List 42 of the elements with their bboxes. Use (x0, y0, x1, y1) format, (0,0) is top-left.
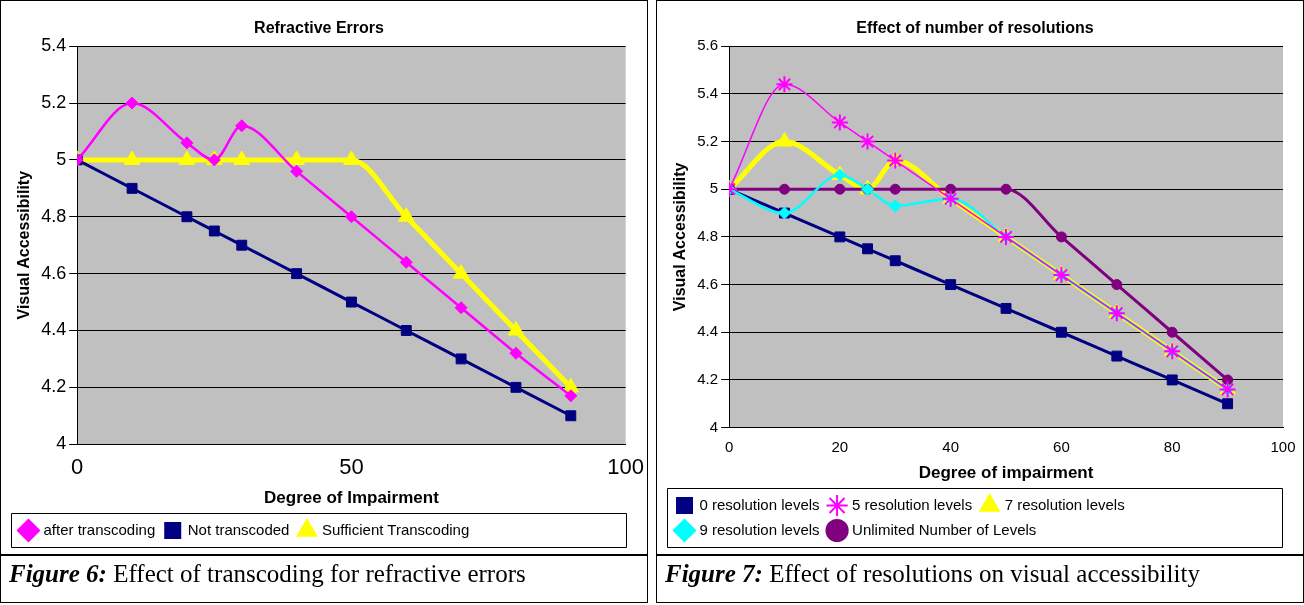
y-tick-label: 5 (56, 148, 67, 169)
x-tick-label: 40 (942, 437, 959, 455)
legend-label: 0 resolution levels (699, 495, 820, 513)
legend-label: 7 resolution levels (1004, 495, 1125, 513)
y-tick-label: 5.2 (41, 92, 67, 113)
caption: Figure 7: Effect of resolutions on visual accessibility (657, 554, 1303, 592)
x-axis-title: Degree of Impairment (264, 488, 440, 508)
x-tick-label: 0 (71, 454, 84, 480)
x-tick-label: 100 (1270, 437, 1296, 455)
x-tick-label: 60 (1053, 437, 1070, 455)
x-axis-title: Degree of impairment (918, 463, 1094, 483)
y-tick-label: 4 (709, 417, 719, 435)
y-tick-label: 5.2 (697, 131, 719, 149)
legend-label: 9 resolution levels (699, 520, 820, 538)
caption: Figure 6: Effect of transcoding for refractive errors (1, 554, 647, 592)
y-tick-label: 4.4 (697, 322, 719, 340)
legend-label: 5 resolution levels (852, 495, 973, 513)
y-tick-label: 4.8 (41, 205, 67, 226)
y-tick-label: 4.2 (697, 370, 719, 388)
chart-title: Refractive Errors (254, 19, 385, 37)
legend-label: Not transcoded (187, 520, 290, 538)
y-tick-label: 5 (709, 179, 719, 197)
y-tick-label: 4.4 (41, 319, 67, 340)
legend-label: after transcoding (43, 520, 156, 538)
y-tick-label: 5.4 (697, 84, 719, 102)
y-tick-label: 4.2 (41, 376, 67, 397)
x-tick-label: 0 (724, 437, 734, 455)
y-tick-label: 5.4 (41, 35, 67, 56)
y-tick-label: 4.8 (697, 227, 719, 245)
x-tick-label: 100 (607, 454, 645, 480)
y-tick-label: 5.6 (697, 36, 719, 54)
y-tick-label: 4 (56, 433, 67, 454)
y-tick-label: 4.6 (41, 262, 67, 283)
y-tick-label: 4.6 (697, 274, 719, 292)
legend-label: Unlimited Number of Levels (852, 520, 1037, 538)
x-tick-label: 50 (339, 454, 364, 480)
y-axis-title: Visual Accessibility (671, 162, 689, 312)
legend-label: Sufficient Transcoding (321, 520, 470, 538)
y-axis-title: Visual Accessibility (15, 170, 33, 320)
x-tick-label: 80 (1163, 437, 1181, 455)
x-tick-label: 20 (831, 437, 849, 455)
chart-title: Effect of number of resolutions (856, 19, 1094, 37)
